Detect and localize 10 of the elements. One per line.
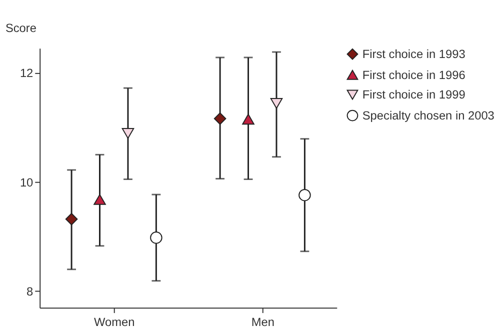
legend-label: First choice in 1999 — [362, 88, 466, 102]
x-tick-label: Women — [94, 314, 135, 329]
y-tick-label: 12 — [20, 66, 34, 80]
legend-label: Specialty chosen in 2003 — [362, 108, 495, 122]
y-axis-title: Score — [5, 20, 37, 35]
y-tick-label: 8 — [26, 284, 34, 299]
legend-label: First choice in 1993 — [362, 47, 466, 62]
x-tick-label: Men — [251, 314, 274, 329]
legend-label: First choice in 1996 — [362, 68, 466, 82]
y-tick-label: 10 — [20, 175, 34, 190]
